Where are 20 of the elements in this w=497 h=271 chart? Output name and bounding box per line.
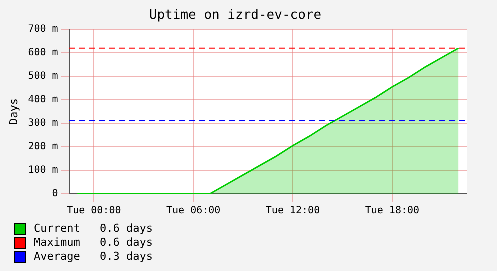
text: 0.3 days: [100, 250, 153, 264]
y-tick-label: 400 m: [28, 94, 58, 106]
x-tick-label: Tue 00:00: [67, 206, 122, 217]
text: 0.6 days: [100, 236, 153, 250]
legend-label: Current: [34, 222, 82, 236]
y-tick-label: 600 m: [28, 48, 58, 59]
y-tick-label: 100 m: [28, 165, 58, 176]
legend-label: Maximum: [34, 236, 82, 250]
x-tick-label: Tue 12:00: [266, 206, 320, 217]
y-tick-label: 700 m: [28, 24, 58, 36]
text: 0.6 days: [100, 222, 153, 236]
y-axis-title: Days: [7, 98, 20, 126]
y-tick-label: 300 m: [28, 118, 58, 130]
x-tick-label: Tue 18:00: [365, 206, 420, 217]
y-tick-label: 0: [52, 188, 58, 200]
chart-title: Uptime on izrd-ev-core: [149, 8, 322, 24]
legend-label: Average: [34, 250, 82, 264]
y-tick-label: 500 m: [28, 71, 58, 82]
y-tick-label: 200 m: [28, 142, 58, 153]
x-tick-label: Tue 06:00: [166, 206, 221, 217]
